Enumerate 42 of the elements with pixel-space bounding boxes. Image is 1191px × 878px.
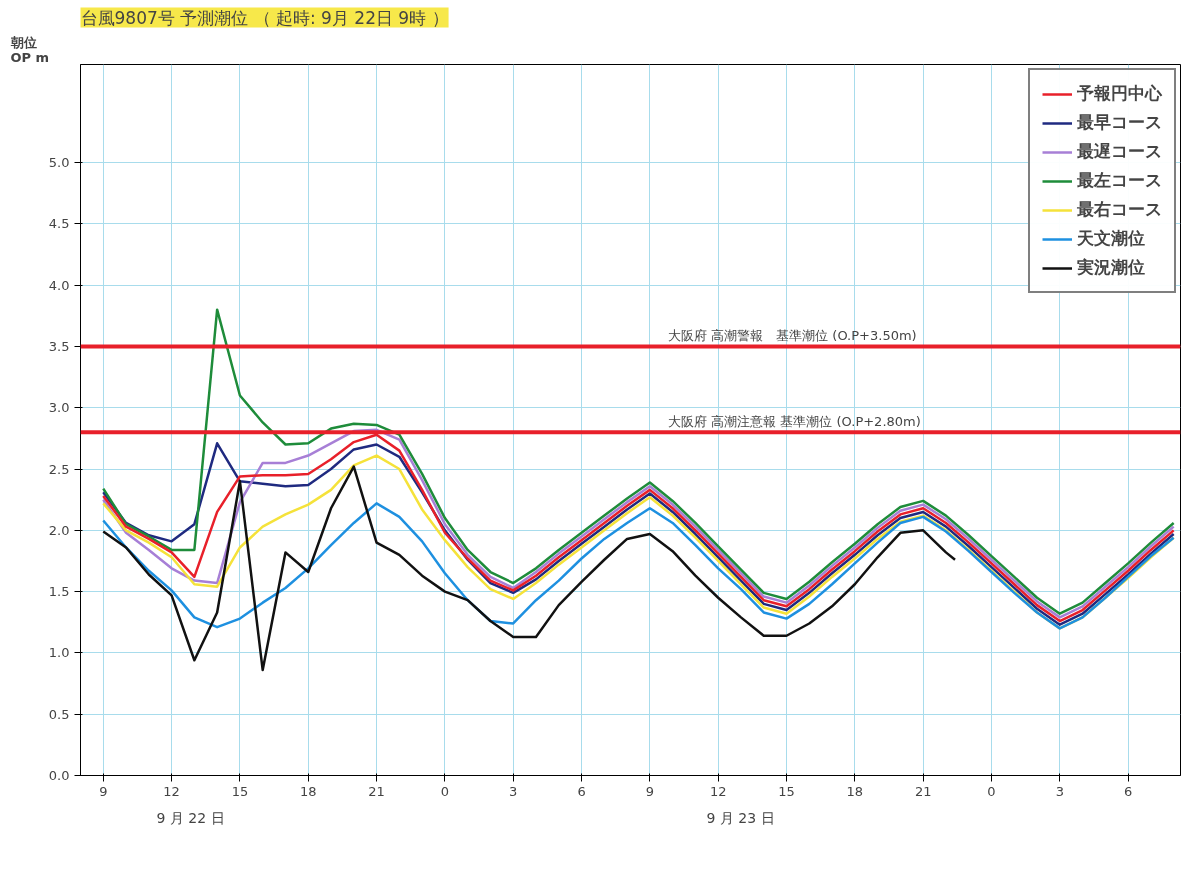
- legend-label: 天文潮位: [1077, 227, 1145, 250]
- y-tick-label: 5.0: [48, 155, 70, 171]
- x-tick-label: 12: [163, 783, 180, 799]
- y-tick-label: 1.0: [48, 645, 70, 661]
- y-tick-label: 0.0: [48, 768, 70, 783]
- text: 9 月 23 日: [706, 809, 775, 826]
- y-tick-label: 4.0: [48, 277, 70, 293]
- x-tick-label: 3: [1055, 783, 1064, 799]
- legend-label: 実況潮位: [1077, 256, 1145, 279]
- x-tick-label: 0: [440, 783, 450, 799]
- x-tick-label: 12: [709, 783, 727, 799]
- ref-line-label: 大阪府 高潮警報 基準潮位 (O.P+3.50m): [668, 328, 917, 344]
- legend-label: 予報円中心: [1077, 82, 1162, 105]
- x-tick-label: 15: [231, 783, 249, 799]
- y-tick-label: 0.5: [48, 706, 70, 722]
- y-tick-label: 4.5: [48, 216, 70, 232]
- y-tick-label: 2.5: [48, 461, 70, 477]
- x-tick-label: 18: [846, 783, 864, 799]
- text: 9 月 22 日: [156, 809, 225, 826]
- legend-label: 最右コース: [1077, 198, 1162, 221]
- y-axis-title: 朝位 OP m: [9, 34, 50, 65]
- chart-title: 台風9807号 予測潮位 （ 起時: 9月 22日 9時 ）: [80, 7, 449, 28]
- x-tick-label: 0: [987, 783, 996, 799]
- legend-label: 最遅コース: [1077, 140, 1162, 163]
- y-tick-label: 1.5: [48, 584, 70, 600]
- line-series: [102, 502, 1175, 630]
- x-tick-label: 15: [778, 783, 795, 799]
- x-tick-label: 6: [577, 783, 586, 799]
- legend-label: 最早コース: [1077, 111, 1162, 134]
- x-tick-label: 21: [368, 783, 385, 799]
- x-tick-label: 21: [914, 783, 932, 799]
- y-tick-label: 3.0: [48, 400, 70, 416]
- ref-line-label: 大阪府 高潮注意報 基準潮位 (O.P+2.80m): [668, 414, 921, 430]
- x-tick-label: 9: [645, 783, 654, 799]
- y-tick-label: 3.5: [48, 338, 70, 354]
- x-tick-label: 6: [1123, 783, 1133, 799]
- legend-label: 最左コース: [1077, 169, 1162, 192]
- line-series: [102, 308, 1175, 615]
- x-tick-label: 3: [509, 783, 518, 799]
- x-tick-label: 18: [299, 783, 317, 799]
- x-tick-label: 9: [99, 783, 108, 799]
- y-tick-label: 2.0: [48, 522, 70, 538]
